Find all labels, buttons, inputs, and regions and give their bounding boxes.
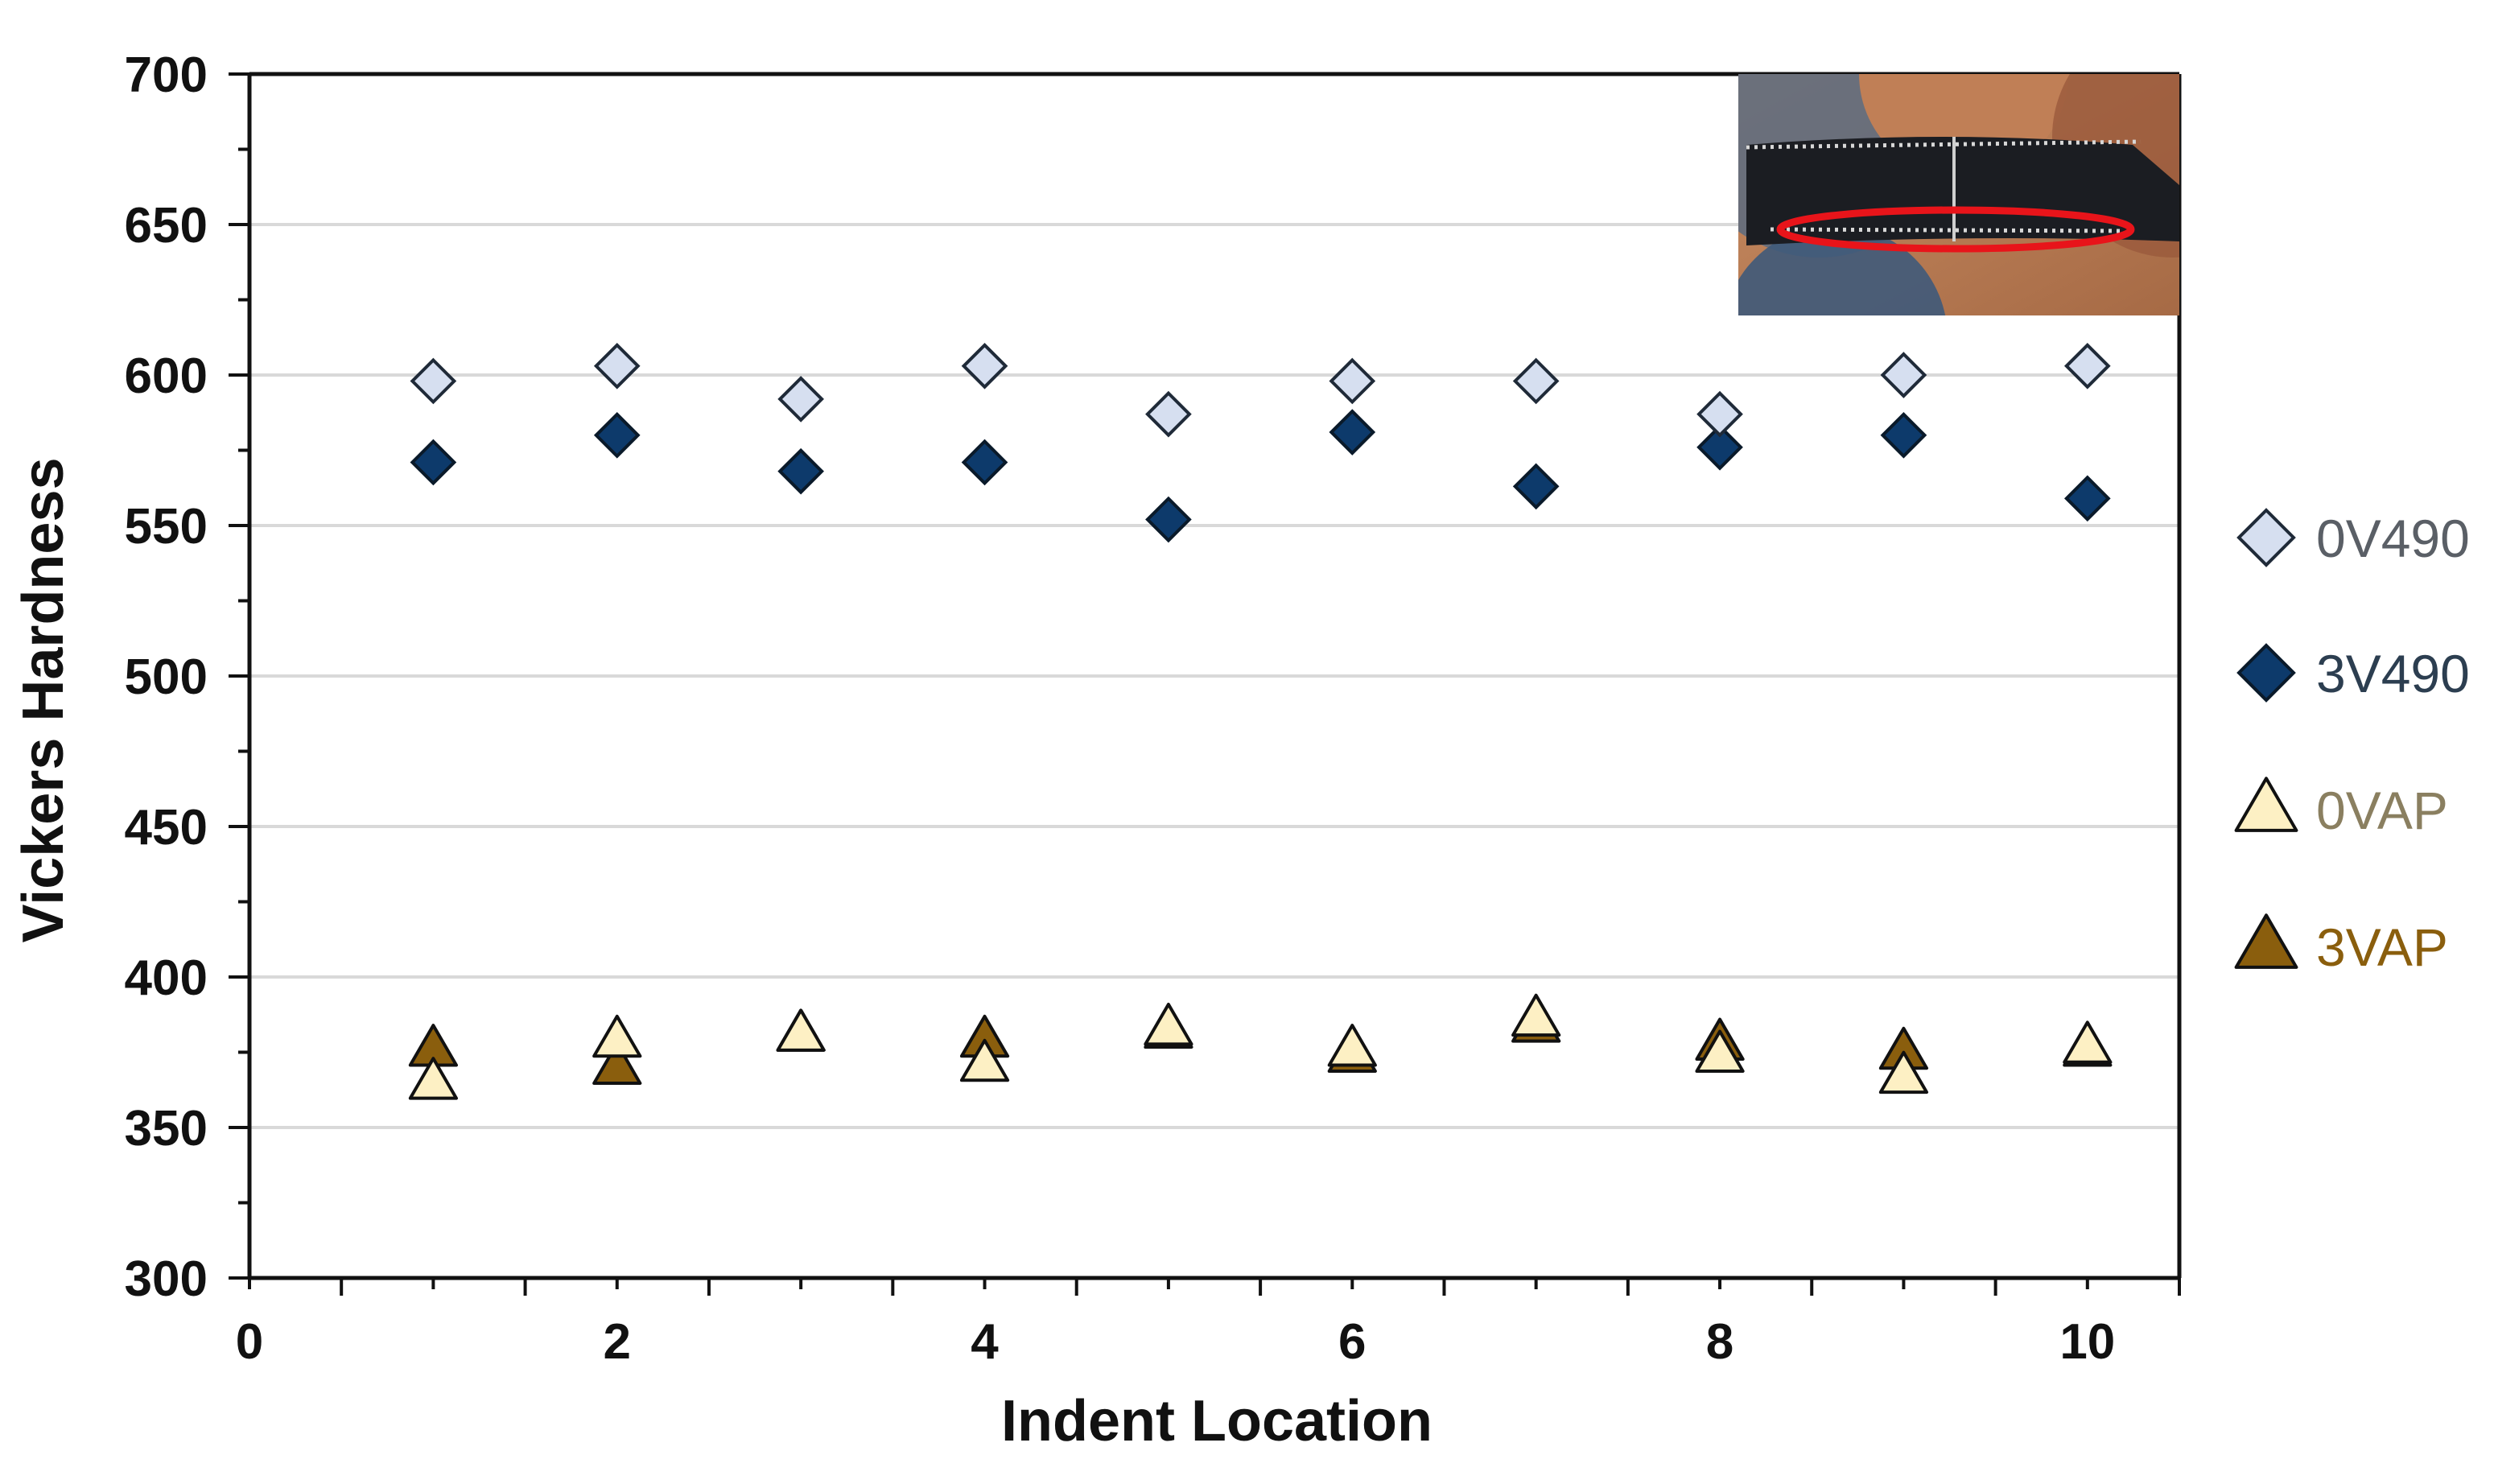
- point-0V490-1: [410, 357, 457, 405]
- y-axis: 300 350 400 450 500 550 600 650 700: [125, 47, 249, 1307]
- y-tick-label: 450: [125, 800, 208, 855]
- x-axis-title: Indent Location: [1001, 1389, 1433, 1453]
- y-tick-label: 300: [125, 1251, 208, 1307]
- point-0VAP-3: [776, 1008, 826, 1052]
- legend-label-3VAP: 3VAP: [2316, 917, 2448, 977]
- point-3V490-7: [1512, 463, 1560, 510]
- point-3V490-9: [1880, 411, 1927, 459]
- x-tick-label: 2: [604, 1314, 631, 1370]
- point-0VAP-10: [2063, 1020, 2113, 1064]
- point-3V490-5: [1145, 496, 1192, 543]
- point-3V490-6: [1329, 409, 1376, 456]
- point-0VAP-8: [1695, 1029, 1745, 1073]
- inset-micrograph: [1738, 74, 2179, 315]
- point-3V490-1: [410, 439, 457, 486]
- y-tick-label: 650: [125, 198, 208, 254]
- point-3V490-4: [961, 439, 1008, 486]
- point-0VAP-5: [1144, 1002, 1193, 1046]
- y-tick-label: 700: [125, 47, 208, 103]
- point-0VAP-7: [1511, 993, 1561, 1037]
- series-3VAP: [408, 1000, 2113, 1085]
- legend-marker-3VAP: [2234, 913, 2298, 969]
- y-tick-label: 500: [125, 649, 208, 705]
- point-0VAP-9: [1878, 1050, 1929, 1094]
- y-tick-label: 400: [125, 950, 208, 1006]
- x-tick-label: 10: [2059, 1314, 2115, 1370]
- point-0VAP-1: [408, 1057, 458, 1100]
- point-0V490-10: [2063, 342, 2111, 390]
- legend-label-3V490: 3V490: [2316, 644, 2470, 703]
- point-0V490-9: [1880, 352, 1927, 398]
- point-3VAP-2: [592, 1041, 642, 1085]
- legend: 0V490 3V490 0VAP 3VAP: [2234, 508, 2470, 977]
- point-0V490-8: [1696, 390, 1743, 438]
- point-0V490-2: [593, 342, 641, 390]
- point-0VAP-2: [592, 1014, 642, 1058]
- legend-marker-3V490: [2236, 643, 2296, 703]
- point-0V490-4: [961, 342, 1008, 390]
- series-0V490: [410, 342, 2111, 438]
- y-tick-label: 550: [125, 499, 208, 554]
- x-tick-label: 0: [236, 1314, 263, 1370]
- x-tick-label: 8: [1706, 1314, 1733, 1370]
- legend-label-0VAP: 0VAP: [2316, 781, 2448, 840]
- point-0V490-7: [1512, 357, 1560, 405]
- y-tick-label: 600: [125, 348, 208, 404]
- series-3V490: [410, 409, 2111, 543]
- point-0V490-5: [1145, 390, 1192, 438]
- legend-label-0V490: 0V490: [2316, 509, 2470, 568]
- highlight-ellipse: [1776, 206, 2135, 253]
- x-tick-label: 4: [971, 1314, 999, 1370]
- point-3V490-10: [2063, 475, 2111, 522]
- y-tick-label: 350: [125, 1101, 208, 1156]
- legend-marker-0VAP: [2234, 777, 2298, 832]
- point-0V490-6: [1329, 357, 1376, 405]
- point-0VAP-6: [1327, 1024, 1377, 1067]
- gridlines: [249, 72, 2179, 1129]
- point-3V490-3: [777, 447, 824, 495]
- point-0VAP-4: [959, 1038, 1010, 1082]
- point-3V490-2: [593, 411, 641, 459]
- data-points: [408, 342, 2113, 1100]
- series-0VAP: [408, 993, 2113, 1100]
- x-axis: 0 2 4 6 8 10: [236, 1278, 2181, 1370]
- point-3V490-8: [1696, 423, 1743, 471]
- x-tick-label: 6: [1338, 1314, 1366, 1370]
- point-0V490-3: [777, 376, 824, 423]
- legend-marker-0V490: [2236, 508, 2296, 567]
- y-axis-title: Vickers Hardness: [11, 457, 76, 942]
